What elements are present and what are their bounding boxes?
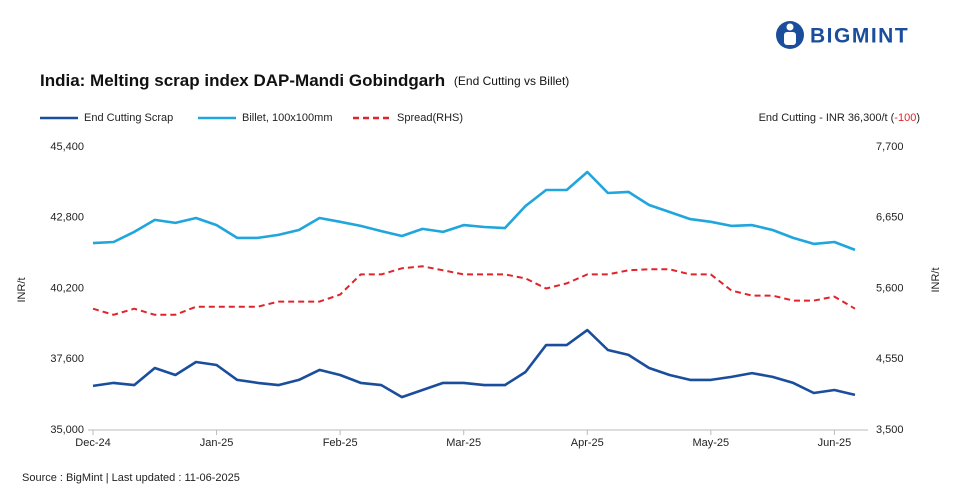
x-tick-label: Jan-25 <box>200 437 234 449</box>
annotation-prefix: End Cutting - INR 36,300/t ( <box>759 112 895 124</box>
x-tick-label: May-25 <box>692 437 729 449</box>
series-line <box>92 265 856 316</box>
logo-text: BIGMINT <box>810 25 909 48</box>
chart-title: India: Melting scrap index DAP-Mandi Gob… <box>40 71 569 90</box>
x-tick-label: Apr-25 <box>571 437 604 449</box>
x-tick-label: Feb-25 <box>323 437 358 449</box>
y2-tick-label: 5,600 <box>876 282 904 294</box>
y-tick-label: 42,800 <box>50 212 84 224</box>
title: India: Melting scrap index DAP-Mandi Gob… <box>40 71 445 90</box>
x-tick-label: Dec-24 <box>75 437 110 449</box>
y-tick-label: 35,000 <box>50 424 84 436</box>
annotation-change: -100 <box>894 112 916 124</box>
legend-label: Billet, 100x100mm <box>242 112 333 124</box>
y2-tick-label: 6,650 <box>876 212 904 224</box>
y2-tick-label: 4,550 <box>876 353 904 365</box>
annotation-suffix: ) <box>916 112 920 124</box>
subtitle: (End Cutting vs Billet) <box>454 74 569 88</box>
y-axis-label: INR/t <box>16 277 28 302</box>
y-tick-label: 45,400 <box>50 141 84 153</box>
series-line <box>92 328 856 399</box>
legend-label: Spread(RHS) <box>397 112 463 124</box>
y2-tick-label: 7,700 <box>876 141 904 153</box>
y2-axis-label: INR/t <box>930 267 942 292</box>
logo-icon <box>776 21 804 49</box>
y2-tick-label: 3,500 <box>876 424 904 436</box>
y-tick-label: 40,200 <box>50 282 84 294</box>
source: Source : BigMint | Last updated : 11-06-… <box>22 472 240 484</box>
x-tick-label: Mar-25 <box>446 437 481 449</box>
series-line <box>92 170 856 252</box>
x-tick-label: Jun-25 <box>818 437 852 449</box>
legend-label: End Cutting Scrap <box>84 112 173 124</box>
y-tick-label: 37,600 <box>50 353 84 365</box>
annotation: End Cutting - INR 36,300/t (-100) <box>759 112 920 124</box>
